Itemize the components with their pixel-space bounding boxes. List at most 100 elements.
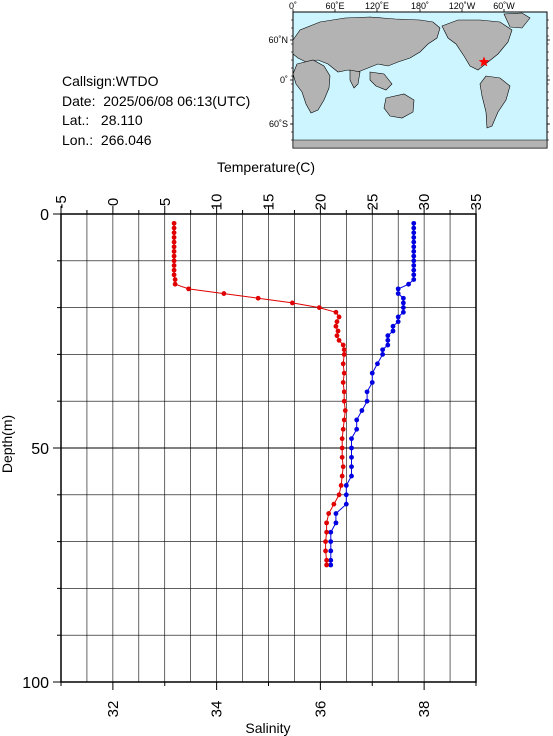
temperature-point xyxy=(339,454,345,460)
salinity-point xyxy=(411,253,417,259)
map-lon-tick-label: 180˚ xyxy=(411,1,429,11)
temperature-tick-label: 30 xyxy=(416,194,433,211)
temperature-point xyxy=(340,380,346,385)
salinity-point xyxy=(390,328,396,334)
land-south-america xyxy=(479,75,511,129)
temperature-point xyxy=(326,511,332,516)
temperature-point xyxy=(323,539,328,544)
depth-axis-label: Depth(m) xyxy=(0,415,15,473)
map-lat-tick-label: 60˚S xyxy=(269,119,288,129)
temperature-point xyxy=(340,464,346,470)
salinity-point xyxy=(343,501,349,507)
temperature-point xyxy=(171,249,177,254)
station-star-icon xyxy=(478,56,490,67)
temperature-tick-label: 10 xyxy=(209,194,226,211)
temperature-point xyxy=(171,253,177,259)
salinity-point xyxy=(395,319,401,325)
temperature-tick-label: 25 xyxy=(364,194,381,211)
date-label: Date: xyxy=(62,92,96,109)
salinity-point xyxy=(369,370,375,376)
temperature-point xyxy=(171,220,177,226)
temperature-point xyxy=(186,286,192,292)
date-row: Date: 2025/06/08 06:13(UTC) xyxy=(62,92,250,112)
salinity-point xyxy=(395,286,401,292)
temperature-point xyxy=(339,436,345,442)
temperature-tick-label: 15 xyxy=(261,194,278,211)
lat-value: 28.110 xyxy=(100,112,143,128)
callsign-value: WTDO xyxy=(115,73,159,89)
temperature-point xyxy=(336,314,342,320)
salinity-point xyxy=(375,361,380,367)
salinity-point xyxy=(385,342,391,348)
temperature-point xyxy=(342,408,348,413)
salinity-point xyxy=(395,314,401,320)
temperature-point xyxy=(172,277,178,282)
map-lat-tick-label: 60˚N xyxy=(268,35,288,45)
temperature-point xyxy=(333,323,339,329)
temperature-point xyxy=(334,333,340,339)
salinity-point xyxy=(354,426,360,432)
map-lon-tick-label: 60˚E xyxy=(325,1,344,11)
map-lon-tick-label: 120˚W xyxy=(449,1,476,11)
salinity-point xyxy=(385,333,391,339)
depth-tick-label: 0 xyxy=(40,207,49,224)
map-lon-tick-label: 120˚E xyxy=(365,1,389,11)
temperature-tick-label: 35 xyxy=(468,194,485,211)
temperature-point xyxy=(171,230,177,236)
temperature-point xyxy=(172,281,178,287)
callsign-row: Callsign:WTDO xyxy=(62,72,250,92)
temperature-point xyxy=(324,529,329,535)
temperature-point xyxy=(340,342,346,348)
salinity-point xyxy=(328,548,334,554)
temperature-point xyxy=(171,239,177,245)
salinity-tick-label: 32 xyxy=(105,701,122,718)
temperature-point xyxy=(331,501,337,507)
temperature-point xyxy=(339,445,345,451)
temperature-point xyxy=(336,492,342,498)
lat-label: Lat.: xyxy=(62,112,90,128)
temperature-point xyxy=(171,225,177,231)
salinity-point xyxy=(349,454,354,460)
salinity-point xyxy=(369,380,375,385)
salinity-point xyxy=(411,235,417,240)
salinity-point xyxy=(349,436,354,442)
salinity-point xyxy=(411,225,417,231)
salinity-point xyxy=(411,239,417,245)
salinity-point xyxy=(411,272,417,278)
temperature-point xyxy=(171,267,177,273)
salinity-point xyxy=(406,281,411,287)
temperature-point xyxy=(324,520,329,526)
salinity-point xyxy=(328,562,334,568)
salinity-point xyxy=(349,445,354,451)
temperature-point xyxy=(341,347,347,353)
plot-frame xyxy=(60,213,477,683)
salinity-point xyxy=(343,492,349,498)
salinity-point xyxy=(395,291,401,296)
salinity-point xyxy=(364,398,370,404)
lon-label: Lon.: xyxy=(62,131,94,148)
salinity-point xyxy=(411,230,417,236)
temperature-point xyxy=(341,370,347,376)
temperature-tick-label: 5 xyxy=(157,198,174,206)
salinity-point xyxy=(328,529,334,535)
salinity-point xyxy=(411,249,417,254)
land-seasia xyxy=(369,71,393,91)
salinity-point xyxy=(390,323,396,329)
salinity-line xyxy=(330,223,415,565)
temperature-point xyxy=(255,295,261,301)
lon-row: Lon.: 266.046 xyxy=(62,131,250,151)
date-value: 2025/06/08 06:13(UTC) xyxy=(103,92,251,109)
temperature-point xyxy=(333,309,339,315)
salinity-tick-label: 34 xyxy=(209,701,226,718)
temperature-point xyxy=(171,272,177,278)
temperature-tick-label: 0 xyxy=(105,198,122,206)
salinity-point xyxy=(411,220,417,226)
salinity-point xyxy=(354,417,360,423)
temperature-axis-label: Temperature(C) xyxy=(217,159,315,175)
temperature-point xyxy=(171,235,177,240)
temperature-point xyxy=(341,417,347,423)
grid-horizontal xyxy=(61,260,476,636)
salinity-point xyxy=(333,520,339,526)
salinity-tick-label: 36 xyxy=(312,701,329,718)
salinity-point xyxy=(364,389,370,395)
